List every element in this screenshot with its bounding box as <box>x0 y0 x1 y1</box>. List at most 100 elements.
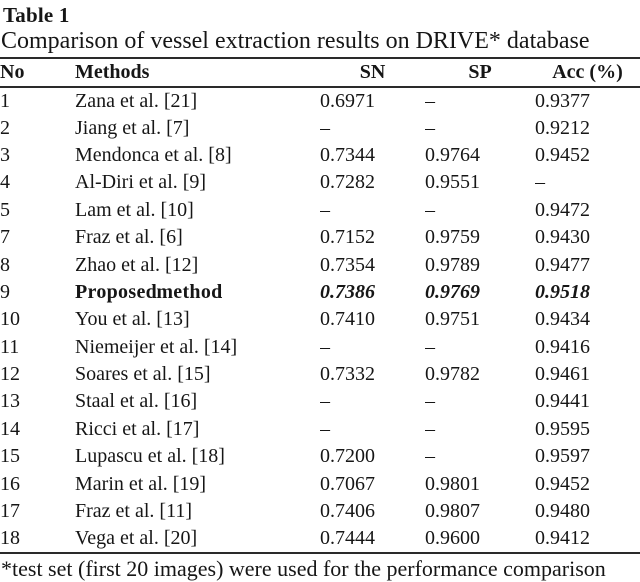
row-no: 15 <box>0 445 20 468</box>
row-no: 3 <box>0 143 10 166</box>
row-acc-value: 0.9412 <box>535 526 590 549</box>
row-sn-value: – <box>320 335 330 358</box>
row-no: 2 <box>0 116 10 139</box>
row-acc-value: – <box>535 171 545 194</box>
row-sp-value: 0.9751 <box>425 308 480 331</box>
row-method: Lupascu et al. [18] <box>75 445 225 468</box>
row-no: 17 <box>0 500 20 523</box>
row-sn-value: 0.6971 <box>320 89 375 112</box>
row-sp-value: – <box>425 445 435 468</box>
row-method: Zhao et al. [12] <box>75 253 199 276</box>
row-sp-value: 0.9769 <box>425 280 480 303</box>
row-acc-value: 0.9480 <box>535 500 590 523</box>
row-sp-value: 0.9801 <box>425 472 480 495</box>
row-method: Soares et al. [15] <box>75 363 211 386</box>
row-no: 4 <box>0 171 10 194</box>
row-no: 7 <box>0 226 10 249</box>
footnote-text: test set (first 20 images) were used for… <box>12 555 606 581</box>
row-no: 13 <box>0 390 20 413</box>
table-row: 2 Jiang et al. [7] – – 0.9212 <box>0 114 640 141</box>
row-acc-value: 0.9452 <box>535 143 590 166</box>
table-row: 10 You et al. [13] 0.7410 0.9751 0.9434 <box>0 306 640 333</box>
row-acc-value: 0.9595 <box>535 417 590 440</box>
row-method: Vega et al. [20] <box>75 526 198 549</box>
table-row: 12 Soares et al. [15] 0.7332 0.9782 0.94… <box>0 361 640 388</box>
row-sp-value: – <box>425 116 435 139</box>
row-sp-value: – <box>425 89 435 112</box>
table-row: 5 Lam et al. [10] – – 0.9472 <box>0 197 640 224</box>
row-sn-value: 0.7332 <box>320 363 375 386</box>
row-acc-value: 0.9377 <box>535 89 590 112</box>
row-no: 11 <box>0 335 20 358</box>
table-caption: Comparison of vessel extraction results … <box>0 27 640 59</box>
row-sp-value: – <box>425 417 435 440</box>
row-sn-value: 0.7200 <box>320 445 375 468</box>
row-acc-value: 0.9212 <box>535 116 590 139</box>
row-sp-value: 0.9789 <box>425 253 480 276</box>
row-acc-value: 0.9477 <box>535 253 590 276</box>
row-sp-value: 0.9759 <box>425 226 480 249</box>
row-acc-value: 0.9461 <box>535 363 590 386</box>
table-label: Table 1 <box>3 3 70 27</box>
row-method: Fraz et al. [11] <box>75 500 192 523</box>
table-row: 15 Lupascu et al. [18] 0.7200 – 0.9597 <box>0 443 640 470</box>
row-sn-value: 0.7410 <box>320 308 375 331</box>
row-sp-value: – <box>425 198 435 221</box>
column-header-sn: SN <box>320 59 425 88</box>
row-method: You et al. [13] <box>75 308 190 331</box>
row-no: 5 <box>0 198 10 221</box>
row-sn-value: – <box>320 390 330 413</box>
column-header-sp: SP <box>425 59 535 88</box>
table-row: 4 Al-Diri et al. [9] 0.7282 0.9551 – <box>0 169 640 196</box>
row-no: 8 <box>0 253 10 276</box>
row-no: 10 <box>0 308 20 331</box>
row-sn-value: 0.7386 <box>320 280 375 303</box>
row-sn-value: 0.7354 <box>320 253 375 276</box>
table-row: 7 Fraz et al. [6] 0.7152 0.9759 0.9430 <box>0 224 640 251</box>
row-sp-value: – <box>425 390 435 413</box>
row-sn-value: 0.7282 <box>320 171 375 194</box>
row-sn-value: – <box>320 417 330 440</box>
row-sp-value: – <box>425 335 435 358</box>
row-method: Niemeijer et al. [14] <box>75 335 238 358</box>
row-method: Staal et al. [16] <box>75 390 198 413</box>
row-sn-value: 0.7152 <box>320 226 375 249</box>
row-method: Mendonca et al. [8] <box>75 143 232 166</box>
results-table: No Methods SN SP Acc (%) 1 Zana et al. [… <box>0 59 640 554</box>
column-header-methods: Methods <box>75 59 320 88</box>
row-method: Lam et al. [10] <box>75 198 194 221</box>
row-acc-value: 0.9434 <box>535 308 590 331</box>
row-acc-value: 0.9452 <box>535 472 590 495</box>
row-method: Al-Diri et al. [9] <box>75 171 207 194</box>
row-method: Marin et al. [19] <box>75 472 207 495</box>
row-sn-value: – <box>320 198 330 221</box>
column-header-no: No <box>0 59 75 88</box>
row-method: Ricci et al. [17] <box>75 417 200 440</box>
row-method: Fraz et al. [6] <box>75 226 183 249</box>
row-no: 1 <box>0 89 10 112</box>
row-no: 18 <box>0 526 20 549</box>
row-acc-value: 0.9472 <box>535 198 590 221</box>
table-header-row: No Methods SN SP Acc (%) <box>0 59 640 88</box>
row-sn-value: 0.7067 <box>320 472 375 495</box>
row-no: 9 <box>0 280 10 303</box>
table-footnote: *test set (first 20 images) were used fo… <box>0 554 640 582</box>
row-acc-value: 0.9518 <box>535 280 590 303</box>
footnote-asterisk: * <box>1 555 12 581</box>
row-acc-value: 0.9441 <box>535 390 590 413</box>
row-sn-value: – <box>320 116 330 139</box>
row-no: 14 <box>0 417 20 440</box>
table-row: 1 Zana et al. [21] 0.6971 – 0.9377 <box>0 87 640 114</box>
table-row-proposed-method: 9 Proposed method 0.7386 0.9769 0.9518 <box>0 279 640 306</box>
row-acc-value: 0.9430 <box>535 226 590 249</box>
row-method: Zana et al. [21] <box>75 89 198 112</box>
row-sn-value: 0.7444 <box>320 526 375 549</box>
table-row: 14 Ricci et al. [17] – – 0.9595 <box>0 416 640 443</box>
row-method: Jiang et al. [7] <box>75 116 190 139</box>
row-sp-value: 0.9600 <box>425 526 480 549</box>
table-row: 16 Marin et al. [19] 0.7067 0.9801 0.945… <box>0 470 640 497</box>
row-sn-value: 0.7344 <box>320 143 375 166</box>
row-sp-value: 0.9551 <box>425 171 480 194</box>
row-acc-value: 0.9416 <box>535 335 590 358</box>
